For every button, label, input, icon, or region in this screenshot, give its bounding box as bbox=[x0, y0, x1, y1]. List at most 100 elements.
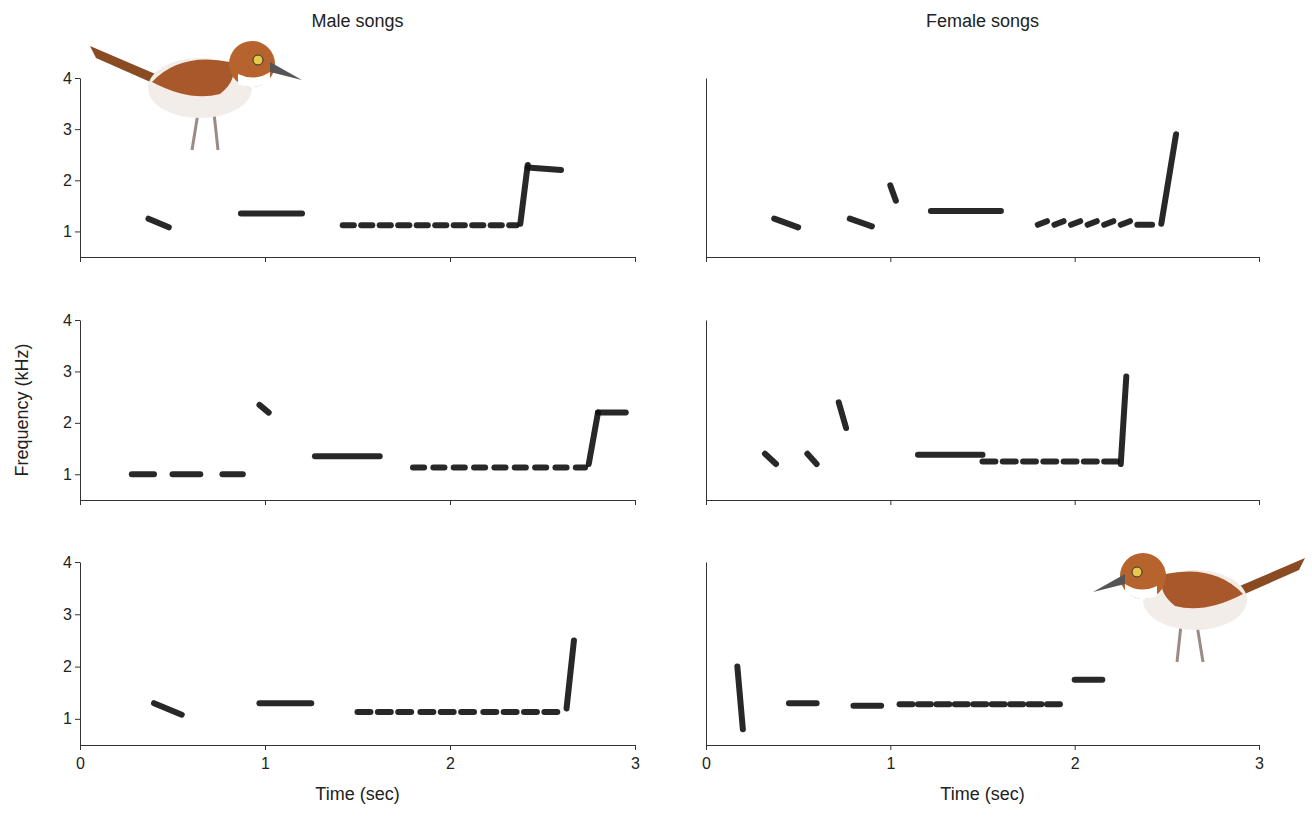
panel: 1234 bbox=[63, 70, 635, 262]
x-tick-mark bbox=[1075, 500, 1076, 505]
x-tick bbox=[80, 500, 81, 505]
x-tick-mark bbox=[1259, 745, 1260, 750]
plot-area bbox=[148, 165, 561, 227]
x-tick-mark bbox=[450, 745, 451, 750]
y-tick-label: 1 bbox=[63, 466, 72, 483]
bird-throat bbox=[1125, 584, 1157, 599]
song-note bbox=[358, 709, 371, 715]
y-tick-mark bbox=[75, 371, 80, 372]
song-note bbox=[853, 703, 881, 709]
y-axis bbox=[706, 563, 707, 746]
song-note bbox=[524, 709, 537, 715]
song-note bbox=[435, 222, 446, 228]
bird-eye bbox=[1132, 567, 1142, 577]
x-tick-label: 2 bbox=[446, 755, 455, 772]
panel: 01231234 bbox=[63, 554, 640, 772]
song-note bbox=[1075, 677, 1103, 683]
x-tick-mark bbox=[890, 257, 891, 262]
x-axis-line bbox=[707, 745, 1260, 746]
x-tick-mark bbox=[706, 257, 707, 262]
song-note bbox=[544, 709, 557, 715]
song-note bbox=[1010, 701, 1023, 707]
y-axis bbox=[706, 79, 707, 258]
x-tick-mark bbox=[450, 257, 451, 262]
song-note bbox=[154, 703, 182, 715]
panel: 0123 bbox=[702, 563, 1264, 773]
x-tick-mark bbox=[890, 745, 891, 750]
x-axis bbox=[707, 500, 1260, 505]
x-tick-label: 2 bbox=[1071, 755, 1080, 772]
song-note bbox=[1161, 134, 1176, 224]
x-tick bbox=[450, 257, 451, 262]
y-tick: 1 bbox=[63, 223, 80, 240]
song-note bbox=[1121, 377, 1127, 464]
x-tick-mark bbox=[265, 257, 266, 262]
x-tick bbox=[1075, 500, 1076, 505]
song-note bbox=[378, 709, 391, 715]
x-tick-mark bbox=[80, 257, 81, 262]
y-tick-label: 3 bbox=[63, 121, 72, 138]
x-tick bbox=[706, 500, 707, 505]
column-title: Male songs bbox=[311, 11, 403, 31]
x-tick bbox=[890, 500, 891, 505]
x-tick-mark bbox=[635, 745, 636, 750]
song-note bbox=[576, 465, 585, 471]
song-note bbox=[1029, 701, 1042, 707]
y-axis-line bbox=[706, 79, 707, 258]
x-tick-mark bbox=[80, 500, 81, 505]
song-note bbox=[520, 165, 527, 224]
x-tick: 2 bbox=[446, 745, 455, 772]
song-note bbox=[918, 701, 931, 707]
x-tick: 0 bbox=[702, 745, 711, 772]
y-axis-line bbox=[80, 79, 81, 258]
song-note bbox=[148, 219, 168, 228]
song-note bbox=[1104, 458, 1117, 464]
song-note bbox=[567, 640, 574, 708]
song-note bbox=[555, 465, 566, 471]
x-tick-label: 0 bbox=[702, 755, 711, 772]
panel: 1234 bbox=[63, 312, 635, 505]
y-tick-mark bbox=[75, 423, 80, 424]
y-axis-line bbox=[706, 321, 707, 501]
y-axis-line bbox=[706, 563, 707, 746]
x-tick-label: 0 bbox=[76, 755, 85, 772]
y-tick: 4 bbox=[63, 554, 80, 571]
x-tick-label: 1 bbox=[261, 755, 270, 772]
song-note bbox=[1121, 221, 1130, 225]
y-tick: 3 bbox=[63, 121, 80, 138]
song-note bbox=[1043, 458, 1056, 464]
y-tick-label: 2 bbox=[63, 658, 72, 675]
song-note bbox=[504, 709, 517, 715]
song-note bbox=[737, 667, 743, 730]
y-tick-mark bbox=[75, 129, 80, 130]
song-note bbox=[509, 222, 516, 228]
x-tick-mark bbox=[450, 500, 451, 505]
song-note bbox=[598, 410, 626, 416]
bird-illustration bbox=[90, 41, 302, 150]
song-note bbox=[900, 701, 913, 707]
bird-beak bbox=[270, 62, 302, 80]
y-tick: 1 bbox=[63, 710, 80, 727]
x-tick bbox=[1075, 257, 1076, 262]
song-note bbox=[1137, 222, 1152, 228]
song-note bbox=[1071, 221, 1080, 225]
song-note bbox=[454, 465, 465, 471]
x-tick bbox=[265, 257, 266, 262]
song-note bbox=[222, 471, 242, 477]
bird-head bbox=[1120, 553, 1166, 599]
song-note bbox=[528, 168, 561, 171]
x-tick bbox=[635, 500, 636, 505]
song-note bbox=[983, 458, 996, 464]
song-note bbox=[535, 465, 546, 471]
y-tick-label: 4 bbox=[63, 70, 72, 87]
song-note bbox=[1084, 458, 1097, 464]
bird-leg bbox=[214, 113, 218, 150]
x-tick-mark bbox=[890, 500, 891, 505]
plot-area bbox=[132, 405, 626, 474]
x-tick-mark bbox=[1259, 500, 1260, 505]
x-tick-mark bbox=[706, 500, 707, 505]
bird-wing bbox=[1162, 572, 1243, 609]
song-note bbox=[1088, 221, 1097, 225]
x-tick: 1 bbox=[261, 745, 270, 772]
x-axis-line bbox=[81, 500, 636, 501]
